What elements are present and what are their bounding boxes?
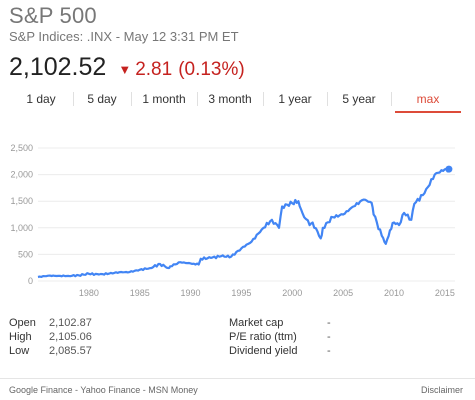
arrow-down-icon: ▼: [118, 62, 132, 77]
data-sources[interactable]: Google Finance - Yahoo Finance - MSN Mon…: [9, 385, 198, 395]
tab-5-day[interactable]: 5 day: [73, 89, 131, 113]
y-tick-label: 2,000: [10, 170, 33, 180]
index-subtitle: S&P Indices: .INX - May 12 3:31 PM ET: [9, 29, 239, 44]
range-tabs: 1 day 5 day 1 month 3 month 1 year 5 yea…: [9, 89, 465, 113]
series-layer: [37, 165, 453, 279]
page-title: S&P 500: [9, 3, 97, 28]
stat-value: 2,085.57: [49, 345, 92, 357]
index-symbol: S&P Indices: .INX: [9, 29, 113, 44]
stat-row-low: Low 2,085.57: [9, 344, 92, 358]
tab-max[interactable]: max: [391, 89, 465, 113]
chart-grid: [38, 147, 455, 282]
stats-right: Market cap - P/E ratio (ttm) - Dividend …: [229, 316, 331, 358]
stat-label: Market cap: [229, 317, 284, 329]
stat-label: Open: [9, 317, 36, 329]
x-tick-label: 1990: [181, 288, 201, 298]
x-tick-label: 2015: [435, 288, 455, 298]
stat-label: P/E ratio (ttm): [229, 331, 297, 343]
stat-row-open: Open 2,102.87: [9, 316, 92, 330]
y-tick-label: 2,500: [10, 143, 33, 153]
stat-value: -: [327, 317, 331, 329]
stats-left: Open 2,102.87 High 2,105.06 Low 2,085.57: [9, 316, 92, 358]
x-tick-label: 1980: [79, 288, 99, 298]
tab-3-month[interactable]: 3 month: [197, 89, 263, 113]
stat-row-market-cap: Market cap -: [229, 316, 331, 330]
price-change: ▼ 2.81 (0.13%): [118, 59, 244, 81]
tab-1-day[interactable]: 1 day: [26, 92, 56, 106]
stat-value: -: [327, 331, 331, 343]
tab-1-year[interactable]: 1 year: [263, 89, 327, 113]
stat-value: 2,102.87: [49, 317, 92, 329]
y-axis-labels: 0 500 1,000 1,500 2,000 2,500: [10, 143, 33, 286]
change-value: 2.81: [135, 59, 173, 80]
disclaimer-link[interactable]: Disclaimer: [420, 385, 463, 395]
x-tick-label: 1995: [231, 288, 251, 298]
y-tick-label: 1,500: [10, 196, 33, 206]
x-tick-label: 2000: [282, 288, 302, 298]
quote-row: 2,102.52 ▼ 2.81 (0.13%): [9, 53, 245, 85]
stat-label: Low: [9, 345, 30, 357]
tab-5-year[interactable]: 5 year: [327, 89, 391, 113]
x-tick-label: 2010: [384, 288, 404, 298]
x-tick-label: 1985: [130, 288, 150, 298]
stat-row-high: High 2,105.06: [9, 330, 92, 344]
y-tick-label: 0: [28, 276, 33, 286]
current-price: 2,102.52: [9, 53, 107, 81]
stat-label: High: [9, 331, 32, 343]
x-axis-labels: 1980 1985 1990 1995 2000 2005 2010 2015: [79, 288, 455, 298]
x-tick-label: 2005: [333, 288, 353, 298]
footer-divider: [0, 378, 475, 379]
subtitle-separator: -: [112, 29, 124, 44]
stat-row-pe-ratio: P/E ratio (ttm) -: [229, 330, 331, 344]
change-percent: (0.13%): [178, 59, 245, 80]
stat-row-dividend-yield: Dividend yield -: [229, 344, 331, 358]
y-tick-label: 1,000: [10, 223, 33, 233]
price-line: [37, 167, 450, 279]
stat-value: -: [327, 345, 331, 357]
price-chart[interactable]: 0 500 1,000 1,500 2,000 2,500 1980 1985 1990 199…: [0, 138, 475, 298]
stat-value: 2,105.06: [49, 331, 92, 343]
stat-label: Dividend yield: [229, 345, 298, 357]
last-price-point[interactable]: [445, 165, 453, 173]
y-tick-label: 500: [18, 249, 33, 259]
quote-timestamp: May 12 3:31 PM ET: [123, 29, 239, 44]
tab-1-month[interactable]: 1 month: [131, 89, 197, 113]
